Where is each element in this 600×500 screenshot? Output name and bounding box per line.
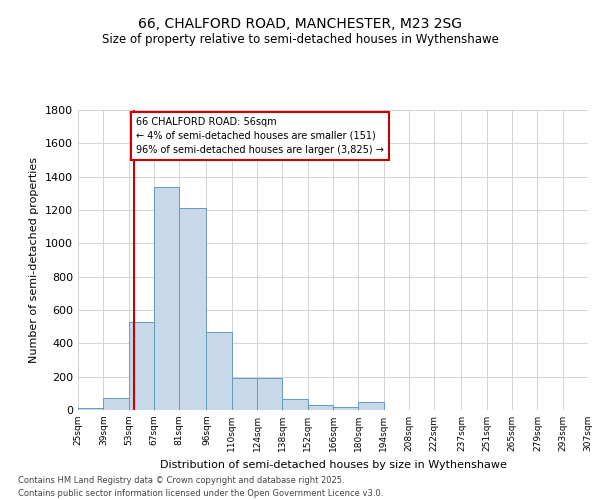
Text: Contains HM Land Registry data © Crown copyright and database right 2025.
Contai: Contains HM Land Registry data © Crown c… [18,476,383,498]
Text: Size of property relative to semi-detached houses in Wythenshawe: Size of property relative to semi-detach… [101,32,499,46]
Bar [358,402,383,410]
Text: 66 CHALFORD ROAD: 56sqm
← 4% of semi-detached houses are smaller (151)
96% of se: 66 CHALFORD ROAD: 56sqm ← 4% of semi-det… [136,116,384,154]
Bar [333,406,358,410]
Text: 66, CHALFORD ROAD, MANCHESTER, M23 2SG: 66, CHALFORD ROAD, MANCHESTER, M23 2SG [138,18,462,32]
Bar [154,186,179,410]
Bar [232,378,257,410]
Bar [206,332,232,410]
Bar [257,378,283,410]
Bar [78,408,103,410]
Bar [128,322,154,410]
Bar [103,398,128,410]
Bar [308,405,333,410]
Bar [283,399,308,410]
Bar [179,208,206,410]
Y-axis label: Number of semi-detached properties: Number of semi-detached properties [29,157,40,363]
X-axis label: Distribution of semi-detached houses by size in Wythenshawe: Distribution of semi-detached houses by … [160,460,506,469]
